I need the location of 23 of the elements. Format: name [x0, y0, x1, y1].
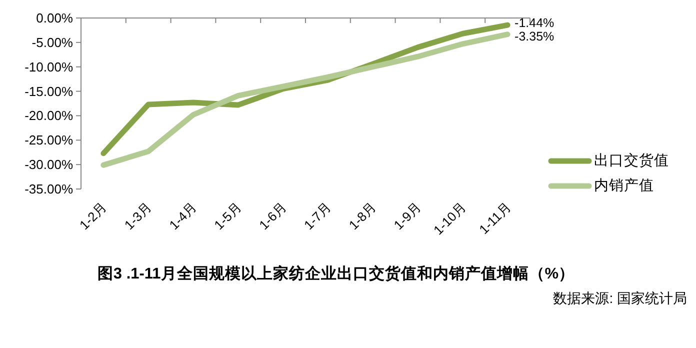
y-tick-label: -15.00% — [24, 84, 74, 99]
legend-label: 出口交货值 — [594, 152, 669, 169]
y-tick-label: -5.00% — [32, 34, 74, 50]
x-tick-label: 1-2月 — [76, 200, 110, 233]
x-tick-label: 1-8月 — [346, 200, 379, 233]
y-tick-label: -25.00% — [24, 132, 74, 148]
y-tick-label: -35.00% — [24, 182, 74, 196]
text: 图3 .1-11月全国规模以上家纺企业出口交货值和内销产值增幅（%） — [97, 264, 575, 282]
x-tick-label: 1-5月 — [211, 200, 244, 233]
x-tick-label: 1-4月 — [166, 200, 200, 233]
data-label: -3.35% — [514, 29, 554, 44]
y-tick-label: -20.00% — [24, 108, 74, 124]
x-tick-label: 1-7月 — [300, 200, 334, 233]
x-tick-label: 1-3月 — [121, 200, 154, 233]
x-tick-label: 1-11月 — [476, 200, 514, 238]
y-tick-label: -30.00% — [24, 157, 74, 172]
y-tick-label: -10.00% — [24, 59, 74, 74]
source-note: 数据来源: 国家统计局 — [553, 290, 687, 306]
data-label: -1.44% — [514, 16, 554, 30]
x-tick-label: 1-9月 — [390, 200, 424, 233]
y-tick-label: 0.00% — [36, 10, 74, 26]
x-tick-label: 1-6月 — [256, 200, 290, 233]
legend-label: 内销产值 — [594, 177, 654, 194]
